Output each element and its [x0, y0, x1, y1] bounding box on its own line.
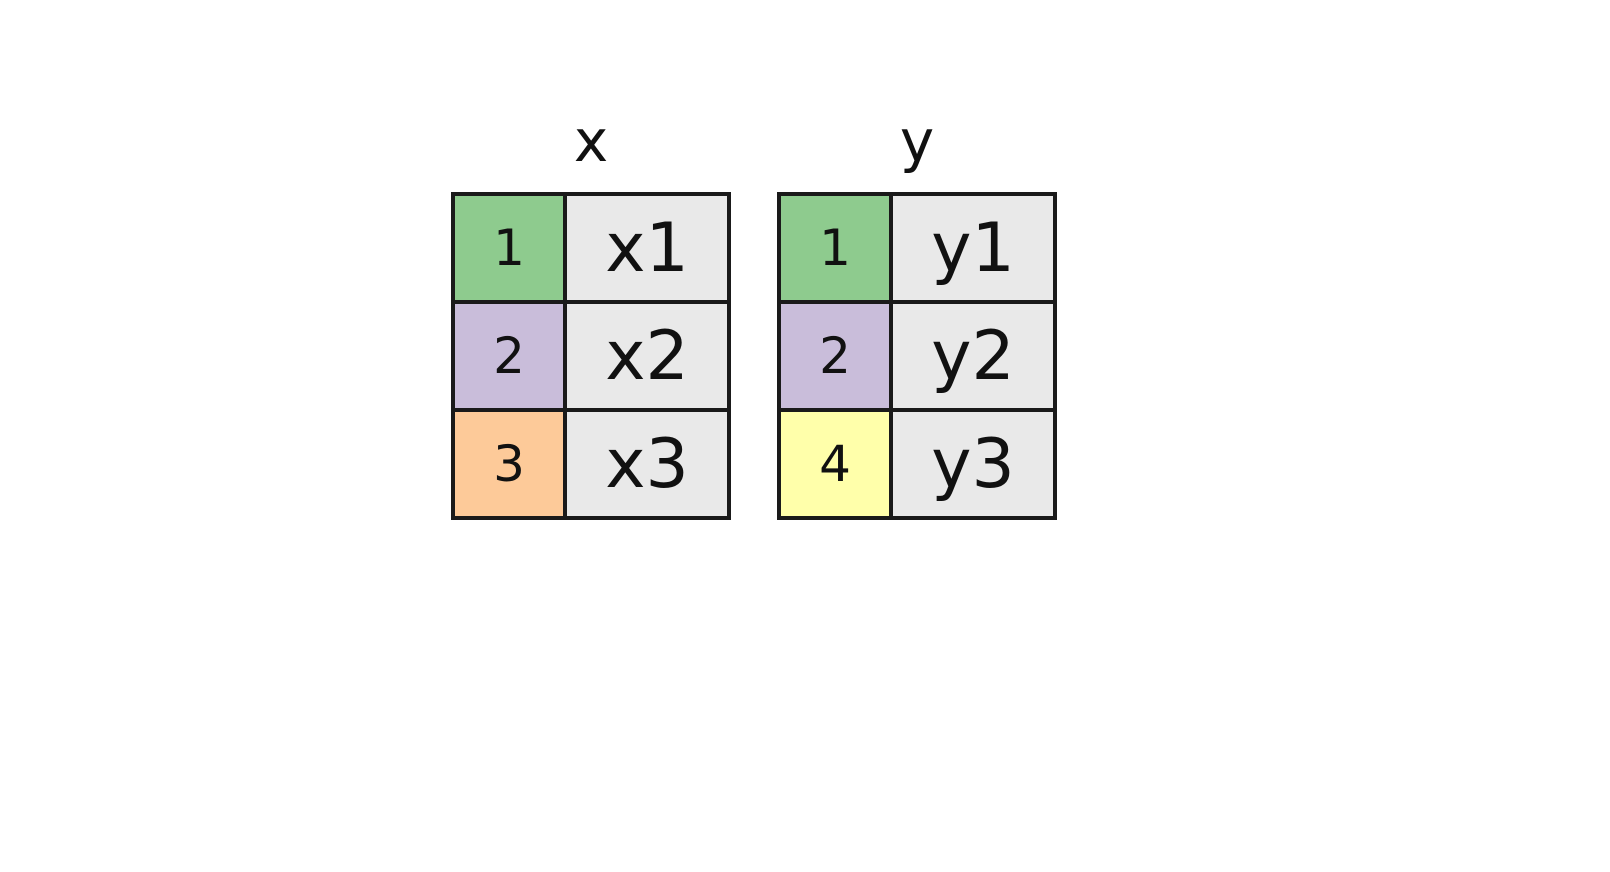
- key-cell: 3: [451, 408, 567, 520]
- value-cell: x1: [563, 192, 731, 304]
- table-row: 2 y2: [777, 300, 1057, 412]
- table-y-title: y: [899, 107, 935, 175]
- table-x-grid: 1 x1 2 x2 3 x3: [451, 192, 731, 520]
- value-cell: x2: [563, 300, 731, 412]
- table-y: y 1 y1 2 y2 4 y3: [777, 108, 1057, 520]
- table-row: 1 y1: [777, 192, 1057, 304]
- key-cell: 2: [777, 300, 893, 412]
- table-x: x 1 x1 2 x2 3 x3: [451, 108, 731, 520]
- key-cell: 1: [777, 192, 893, 304]
- table-row: 1 x1: [451, 192, 731, 304]
- value-cell: y1: [889, 192, 1057, 304]
- table-row: 3 x3: [451, 408, 731, 520]
- table-row: 2 x2: [451, 300, 731, 412]
- value-cell: y3: [889, 408, 1057, 520]
- value-cell: x3: [563, 408, 731, 520]
- key-cell: 1: [451, 192, 567, 304]
- table-row: 4 y3: [777, 408, 1057, 520]
- value-cell: y2: [889, 300, 1057, 412]
- table-y-grid: 1 y1 2 y2 4 y3: [777, 192, 1057, 520]
- key-cell: 2: [451, 300, 567, 412]
- key-cell: 4: [777, 408, 893, 520]
- table-x-title: x: [573, 107, 609, 175]
